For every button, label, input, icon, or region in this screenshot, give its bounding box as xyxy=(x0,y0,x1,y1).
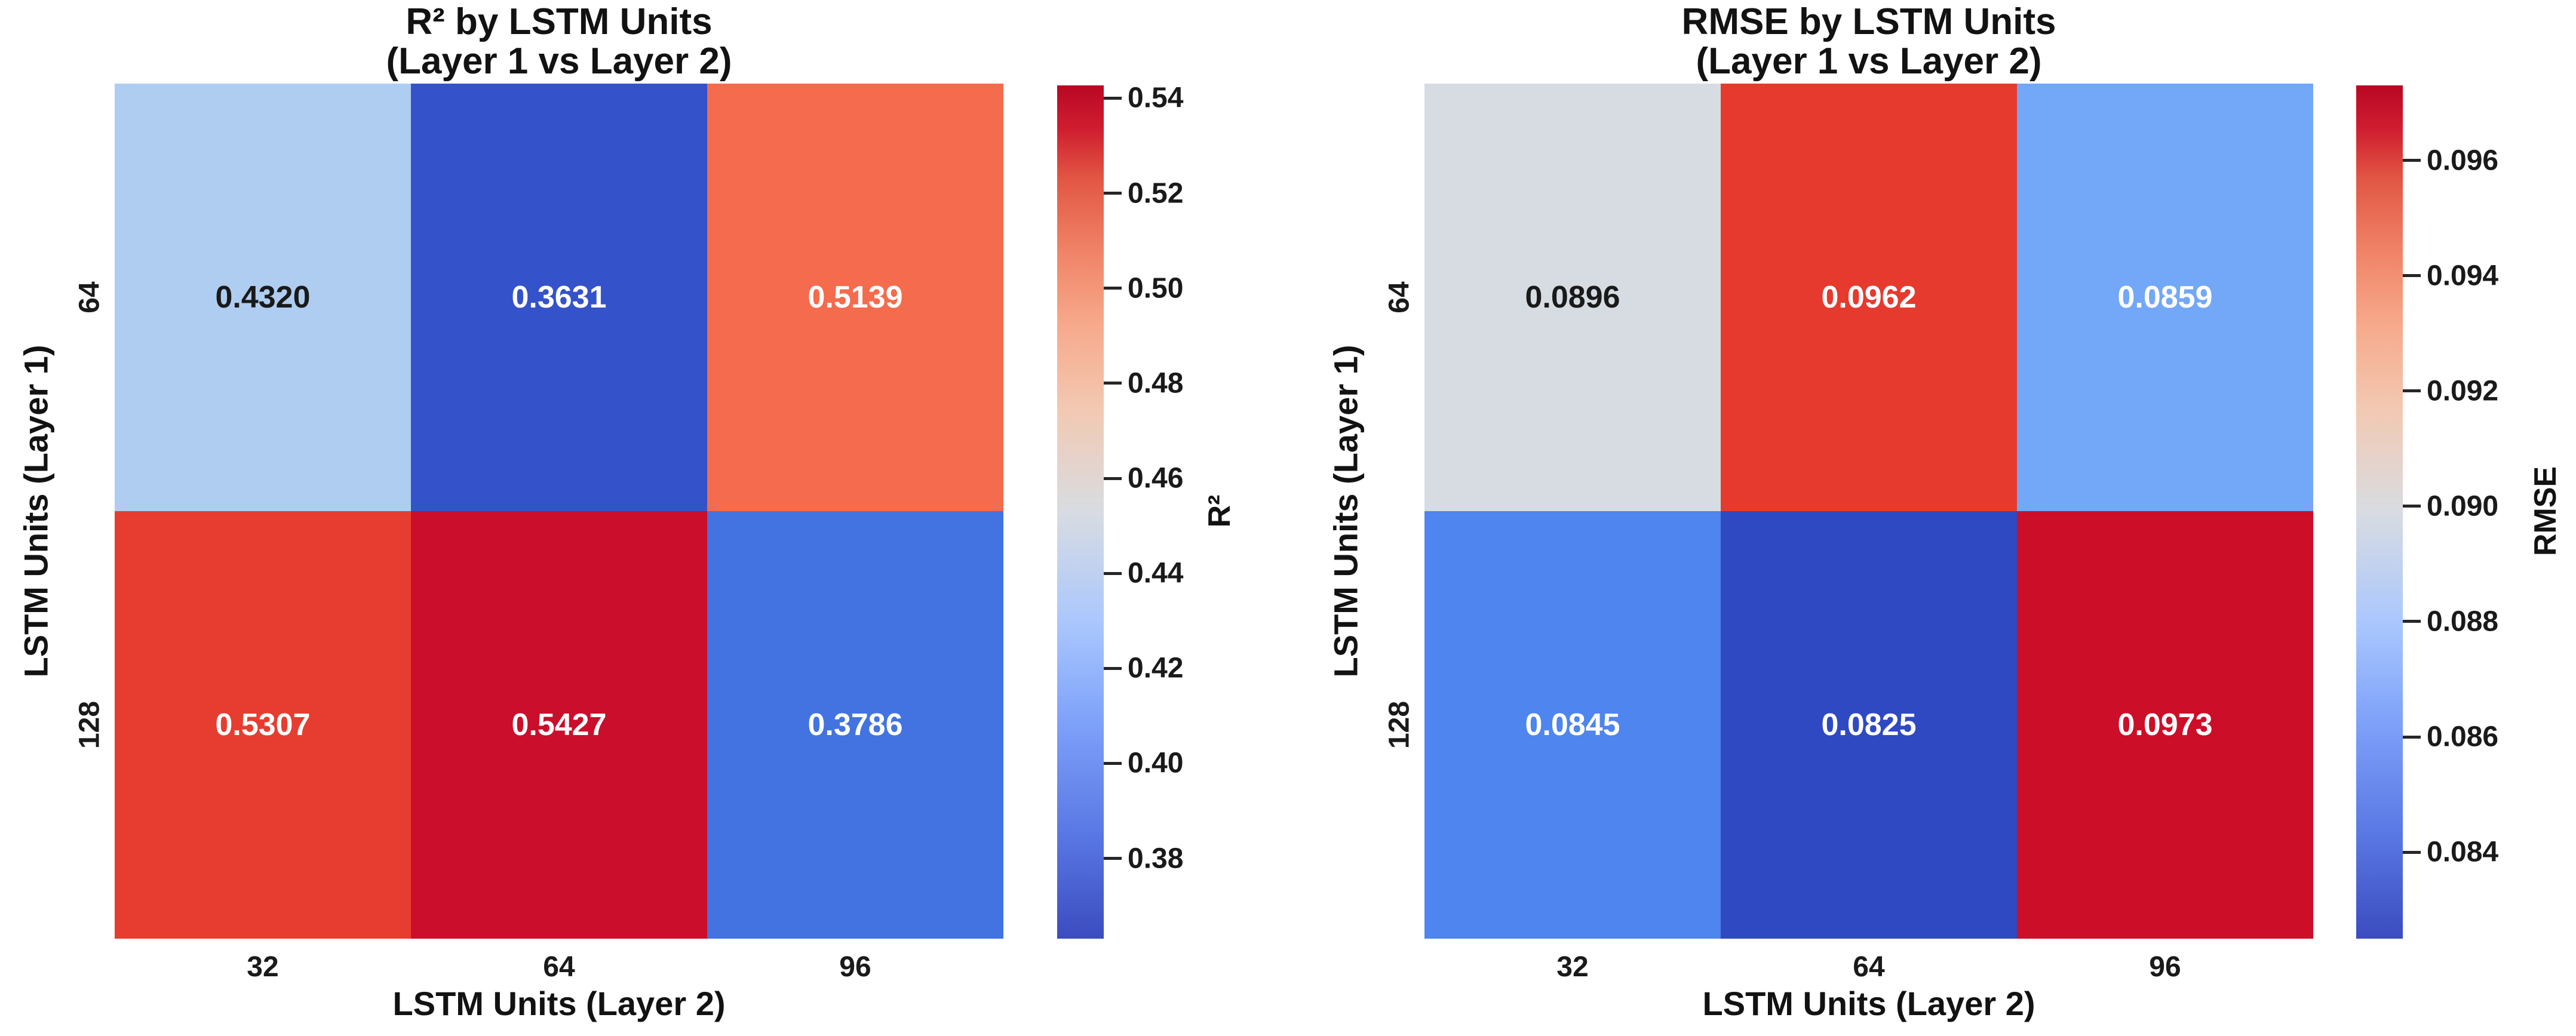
heatmap-cell: 0.5307 xyxy=(115,511,411,939)
x-tick-label: 32 xyxy=(247,951,279,983)
cell-value: 0.5307 xyxy=(215,708,311,742)
cell-value: 0.0896 xyxy=(1525,280,1620,315)
x-tick-labels: 32 64 96 xyxy=(115,951,1003,983)
heatmap-cell: 0.4320 xyxy=(115,84,411,511)
cell-value: 0.0973 xyxy=(2117,708,2213,742)
colorbar-tick xyxy=(2403,505,2421,508)
colorbar-tick xyxy=(1104,96,1122,100)
colorbar-tick xyxy=(1104,382,1122,385)
x-tick-label: 64 xyxy=(543,951,575,983)
colorbar-tick-label: 0.090 xyxy=(2427,490,2499,522)
colorbar-tick-label: 0.50 xyxy=(1128,272,1184,305)
y-axis-label: LSTM Units (Layer 1) xyxy=(1327,345,1365,678)
colorbar-tick xyxy=(2403,389,2421,393)
colorbar-tick xyxy=(1104,192,1122,195)
colorbar-tick xyxy=(2403,274,2421,278)
colorbar-tick xyxy=(1104,287,1122,290)
cell-value: 0.5139 xyxy=(808,280,903,315)
heatmap-cell: 0.3631 xyxy=(411,84,707,511)
heatmap-cell: 0.5139 xyxy=(707,84,1003,511)
colorbar-tick-label: 0.42 xyxy=(1128,652,1184,684)
colorbar-tick-label: 0.092 xyxy=(2427,375,2499,407)
colorbar-ticks: 0.54 0.52 0.50 0.48 0.46 0.44 0.42 0.40 0.38 xyxy=(1104,82,1283,939)
x-axis-label: LSTM Units (Layer 2) xyxy=(392,985,726,1022)
colorbar-tick xyxy=(2403,620,2421,623)
chart-title-line2: (Layer 1 vs Layer 2) xyxy=(386,41,732,82)
colorbar-tick-label: 0.096 xyxy=(2427,145,2499,177)
cell-value: 0.4320 xyxy=(215,280,311,315)
y-tick-label: 128 xyxy=(1383,700,1416,749)
heatmap-cell: 0.0896 xyxy=(1424,84,1721,511)
colorbar-tick xyxy=(1104,477,1122,480)
heatmap-cell: 0.0962 xyxy=(1721,84,2017,511)
x-tick-label: 64 xyxy=(1853,951,1885,983)
cell-value: 0.5427 xyxy=(511,708,607,742)
colorbar-tick-label: 0.40 xyxy=(1128,747,1184,779)
cell-value: 0.0825 xyxy=(1821,708,1917,742)
colorbar-tick xyxy=(1104,761,1122,765)
cell-value: 0.3786 xyxy=(808,708,903,742)
colorbar-tick xyxy=(1104,857,1122,860)
x-axis-label: LSTM Units (Layer 2) xyxy=(1702,985,2035,1022)
x-tick-label: 32 xyxy=(1556,951,1589,983)
colorbar-tick xyxy=(1104,571,1122,575)
cell-value: 0.0845 xyxy=(1525,708,1620,742)
chart-title: R² by LSTM Units (Layer 1 vs Layer 2) xyxy=(115,2,1003,81)
heatmap-cell: 0.0973 xyxy=(2017,511,2313,939)
colorbar-tick-label: 0.086 xyxy=(2427,721,2499,753)
heatmap-cell: 0.0825 xyxy=(1721,511,2017,939)
colorbar-tick xyxy=(2403,850,2421,854)
chart-title-line2: (Layer 1 vs Layer 2) xyxy=(1696,41,2042,82)
colorbar-tick-label: 0.094 xyxy=(2427,260,2499,292)
colorbar-tick-label: 0.48 xyxy=(1128,367,1184,399)
x-tick-label: 96 xyxy=(2149,951,2181,983)
chart-title: RMSE by LSTM Units (Layer 1 vs Layer 2) xyxy=(1424,2,2313,81)
colorbar-ticks: 0.096 0.094 0.092 0.090 0.088 0.086 0.084 xyxy=(2403,85,2576,939)
colorbar-gradient xyxy=(2356,85,2403,939)
colorbar-label: RMSE xyxy=(2528,466,2563,557)
x-tick-label: 96 xyxy=(839,951,871,983)
colorbar-tick-label: 0.44 xyxy=(1128,557,1184,589)
colorbar-tick-label: 0.084 xyxy=(2427,836,2499,868)
cell-value: 0.3631 xyxy=(511,280,607,315)
colorbar-tick-label: 0.54 xyxy=(1128,82,1184,114)
chart-title-line1: RMSE by LSTM Units xyxy=(1681,1,2056,42)
colorbar-tick xyxy=(1104,666,1122,670)
colorbar-tick xyxy=(2403,735,2421,739)
colorbar-tick-label: 0.52 xyxy=(1128,177,1184,210)
colorbar-gradient xyxy=(1057,85,1104,939)
x-tick-labels: 32 64 96 xyxy=(1424,951,2313,983)
heatmap-cell: 0.0859 xyxy=(2017,84,2313,511)
colorbar-tick xyxy=(2403,159,2421,162)
heatmap-axes: 0.4320 0.3631 0.5139 0.5307 0.5427 0.3786 xyxy=(115,84,1003,939)
colorbar-tick-label: 0.088 xyxy=(2427,605,2499,638)
heatmap-cell: 0.5427 xyxy=(411,511,707,939)
colorbar-tick-label: 0.46 xyxy=(1128,462,1184,494)
y-tick-label: 64 xyxy=(1383,281,1416,313)
colorbar-tick-label: 0.38 xyxy=(1128,843,1184,875)
heatmap-axes: 0.0896 0.0962 0.0859 0.0845 0.0825 0.0973 xyxy=(1424,84,2313,939)
heatmap-cell: 0.0845 xyxy=(1424,511,1721,939)
cell-value: 0.0859 xyxy=(2117,280,2213,315)
chart-title-line1: R² by LSTM Units xyxy=(406,1,713,42)
heatmap-cell: 0.3786 xyxy=(707,511,1003,939)
cell-value: 0.0962 xyxy=(1821,280,1917,315)
